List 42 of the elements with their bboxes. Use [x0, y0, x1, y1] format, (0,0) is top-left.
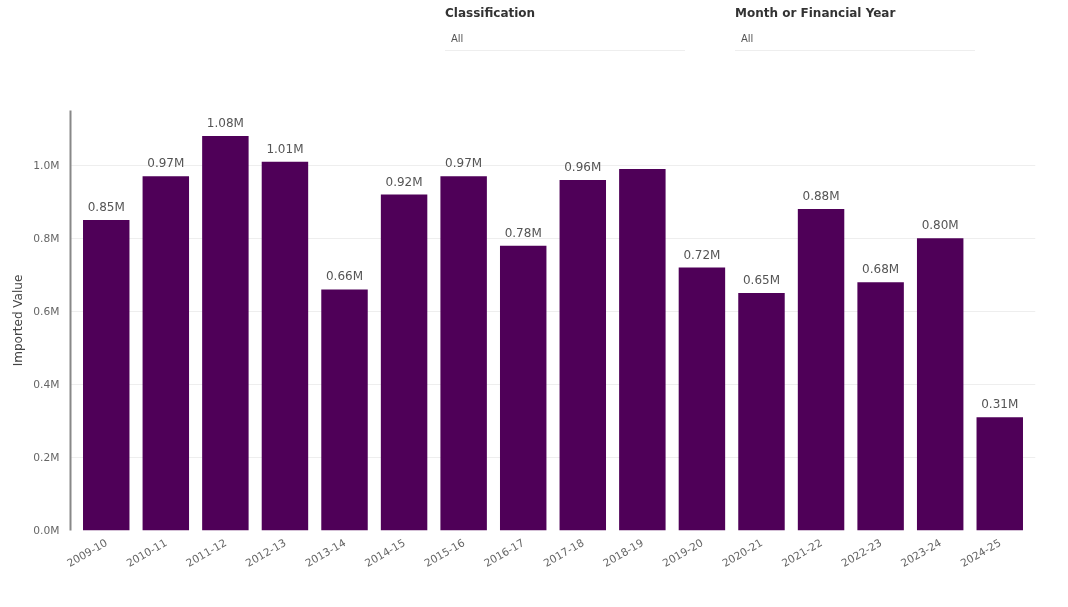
data-label: 0.97M [445, 156, 483, 171]
y-tick-label: 0.8M [33, 231, 60, 245]
bar [321, 289, 368, 531]
bar [440, 176, 487, 531]
data-label: 0.85M [87, 200, 125, 215]
data-label: 1.01M [266, 141, 304, 156]
text: Month or Financial Year [735, 5, 897, 22]
bar [380, 194, 428, 531]
data-label: 0.78M [504, 225, 542, 240]
bar [857, 282, 904, 531]
data-label: 0.92M [385, 174, 423, 189]
text: All [445, 28, 685, 52]
bar [678, 267, 726, 531]
bar [83, 220, 130, 531]
data-label: 0.66M [325, 269, 364, 284]
bar [261, 161, 309, 531]
data-label: 0.80M [921, 218, 959, 233]
y-tick-label: 0.4M [33, 377, 60, 391]
bar [499, 245, 547, 531]
bar [916, 238, 964, 531]
bar [797, 209, 845, 531]
bar [738, 293, 785, 531]
data-label: 0.96M [564, 159, 602, 174]
data-label: 0.65M [742, 273, 781, 288]
data-label: 0.72M [683, 247, 721, 262]
y-tick-label: 1.0M [33, 158, 60, 172]
data-label: 0.88M [802, 189, 840, 204]
y-tick-label: 0.0M [33, 524, 60, 537]
bar [202, 136, 249, 531]
y-tick-label: 0.2M [33, 450, 60, 464]
bar [619, 168, 666, 531]
data-label: 0.68M [862, 262, 900, 277]
bar [559, 179, 607, 531]
bar [976, 417, 1023, 531]
text: All [735, 28, 975, 52]
data-label: 0.97M [147, 156, 185, 171]
data-label: 1.08M [206, 116, 244, 131]
y-tick-label: 0.6M [33, 304, 60, 318]
bar [142, 176, 190, 531]
data-label: 0.31M [981, 397, 1019, 412]
text: Classification [445, 5, 537, 22]
y-axis-title: Imported Value [11, 274, 26, 367]
